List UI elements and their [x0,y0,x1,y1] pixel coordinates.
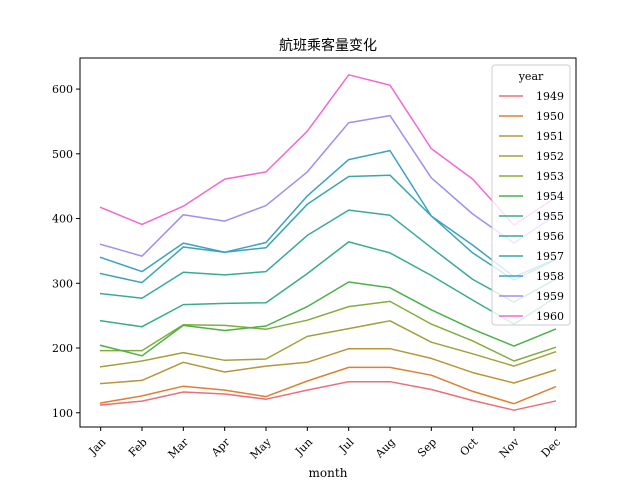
legend-label-1954: 1954 [536,190,564,203]
series-line-1956 [99,209,557,303]
y-tick-label-600: 600 [52,83,73,96]
series-line-1955 [99,241,557,328]
legend-label-1959: 1959 [536,290,564,303]
legend-label-1950: 1950 [536,110,564,123]
x-axis-title: month [309,466,348,480]
legend-title: year [518,70,544,83]
series-line-1960 [99,74,557,226]
series-line-1949 [99,380,557,411]
series-line-1958 [99,149,557,278]
legend: year 1949 1950 1951 1952 1953 1954 1955 1956 195… [491,64,571,326]
series-line-1953 [99,300,557,362]
series-line-1950 [99,366,557,405]
series-line-1957 [99,174,557,284]
legend-label-1949: 1949 [536,90,564,103]
legend-label-1955: 1955 [536,210,564,223]
y-axis: 100 200 300 400 500 600 [52,83,80,420]
chart-title: 航班乘客量变化 [279,37,377,54]
y-tick-label-500: 500 [52,148,73,161]
series-layer [99,74,557,411]
series-line-1959 [99,114,557,257]
y-tick-label-400: 400 [52,213,73,226]
legend-label-1952: 1952 [536,150,564,163]
series-line-1951 [99,347,557,385]
legend-label-1958: 1958 [536,270,564,283]
legend-label-1960: 1960 [536,310,564,323]
series-line-1954 [99,281,557,357]
legend-label-1951: 1951 [536,130,564,143]
legend-box [491,64,571,326]
legend-label-1953: 1953 [536,170,564,183]
y-tick-label-100: 100 [52,407,73,420]
y-tick-label-200: 200 [52,342,73,355]
series-line-1952 [99,320,557,368]
plot-frame [79,57,577,428]
y-tick-label-300: 300 [52,277,73,290]
legend-label-1957: 1957 [536,250,564,263]
legend-label-1956: 1956 [536,230,564,243]
